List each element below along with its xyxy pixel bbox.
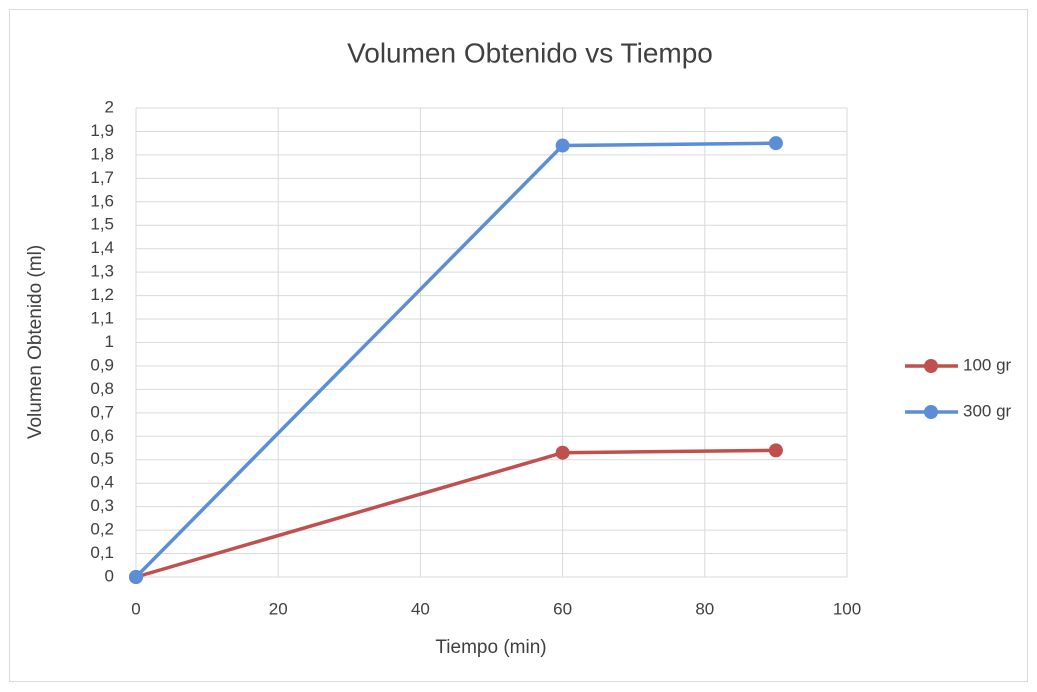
chart-title: Volumen Obtenido vs Tiempo bbox=[347, 37, 713, 68]
x-tick-label: 20 bbox=[269, 599, 288, 618]
y-tick-label: 1 bbox=[105, 332, 114, 351]
y-tick-label: 1,1 bbox=[90, 309, 114, 328]
data-point bbox=[768, 443, 783, 458]
y-tick-label: 0,1 bbox=[90, 543, 114, 562]
data-point bbox=[768, 136, 783, 151]
y-tick-label: 0 bbox=[105, 566, 114, 585]
y-tick-label: 2 bbox=[105, 97, 114, 116]
y-tick-label: 0,3 bbox=[90, 496, 114, 515]
legend-label: 100 gr bbox=[963, 355, 1012, 374]
x-tick-label: 40 bbox=[411, 599, 430, 618]
legend-swatch bbox=[924, 359, 938, 373]
y-tick-label: 0,8 bbox=[90, 379, 114, 398]
y-tick-label: 1,5 bbox=[90, 215, 114, 234]
data-point bbox=[555, 138, 570, 153]
chart-border bbox=[9, 9, 1028, 682]
data-point bbox=[129, 570, 143, 584]
y-tick-label: 1,4 bbox=[90, 238, 114, 257]
y-axis-label: Volumen Obtenido (ml) bbox=[25, 245, 46, 439]
x-axis-label: Tiempo (min) bbox=[435, 637, 546, 658]
y-tick-label: 1,3 bbox=[90, 262, 114, 281]
y-tick-label: 1,8 bbox=[90, 144, 114, 163]
legend-swatch bbox=[924, 405, 938, 419]
legend-label: 300 gr bbox=[963, 401, 1012, 420]
x-tick-label: 60 bbox=[553, 599, 572, 618]
x-tick-label: 0 bbox=[131, 599, 140, 618]
data-point bbox=[555, 445, 570, 460]
x-tick-label: 80 bbox=[695, 599, 714, 618]
y-tick-label: 0,9 bbox=[90, 355, 114, 374]
y-tick-label: 0,4 bbox=[90, 473, 114, 492]
y-tick-label: 1,9 bbox=[90, 121, 114, 140]
y-tick-label: 0,2 bbox=[90, 520, 114, 539]
y-tick-label: 0,5 bbox=[90, 449, 114, 468]
y-tick-label: 1,2 bbox=[90, 285, 114, 304]
y-tick-label: 0,7 bbox=[90, 402, 114, 421]
y-tick-label: 1,6 bbox=[90, 191, 114, 210]
y-tick-label: 0,6 bbox=[90, 426, 114, 445]
x-tick-label: 100 bbox=[833, 599, 861, 618]
y-tick-label: 1,7 bbox=[90, 168, 114, 187]
